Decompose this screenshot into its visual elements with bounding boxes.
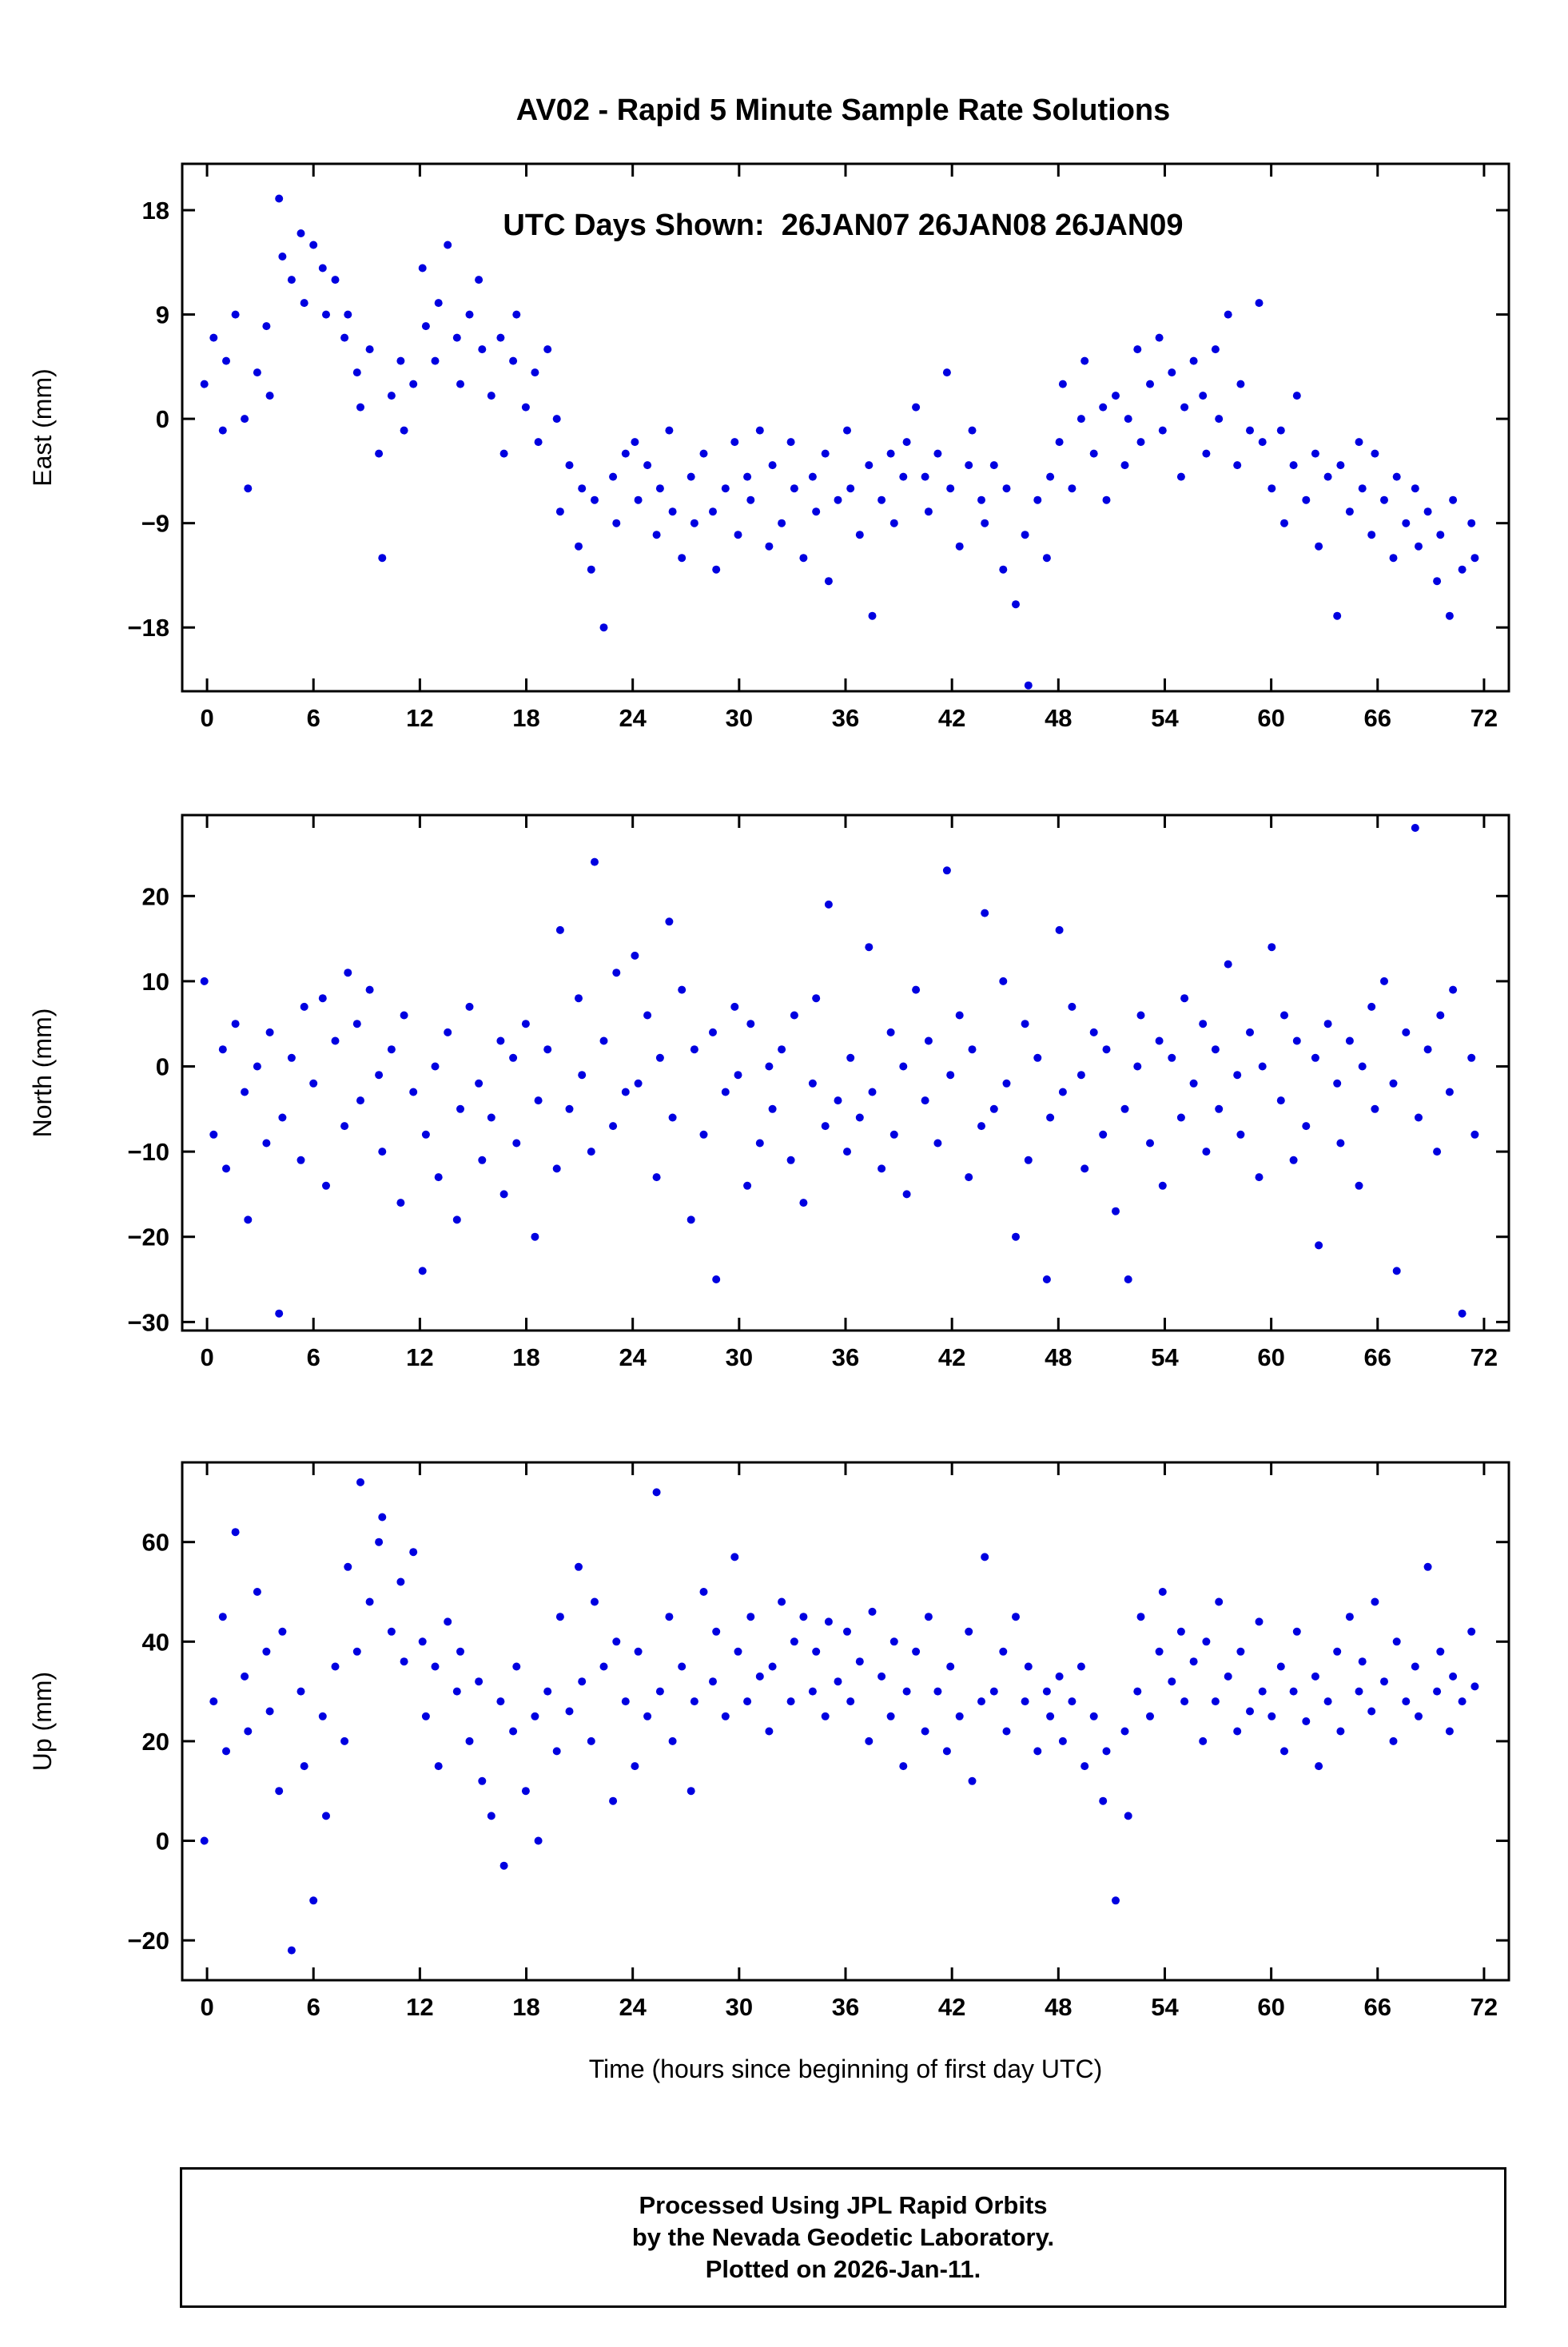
svg-text:0: 0	[200, 704, 213, 732]
north-points	[200, 824, 1479, 1318]
svg-text:18: 18	[142, 197, 169, 225]
svg-text:20: 20	[142, 1728, 169, 1756]
svg-text:42: 42	[938, 1343, 965, 1371]
svg-text:−20: −20	[127, 1223, 169, 1251]
footer-box: Processed Using JPL Rapid Orbits by the …	[180, 2167, 1506, 2308]
svg-text:North (mm): North (mm)	[28, 1008, 57, 1138]
north-panel: 0 6 12 18 24 30 36 42 48 54 60 66 72 −30 −20 −10 0 10 20 No…	[28, 813, 1510, 1371]
svg-text:24: 24	[619, 1343, 647, 1371]
svg-text:12: 12	[406, 1993, 433, 2021]
svg-text:72: 72	[1470, 1343, 1498, 1371]
svg-text:30: 30	[726, 704, 753, 732]
chart-subtitle: UTC Days Shown: 26JAN07 26JAN08 26JAN09	[503, 209, 1184, 242]
svg-text:72: 72	[1470, 1993, 1498, 2021]
svg-text:48: 48	[1045, 1343, 1072, 1371]
svg-text:20: 20	[142, 882, 169, 910]
svg-text:36: 36	[832, 704, 859, 732]
svg-text:12: 12	[406, 704, 433, 732]
svg-text:54: 54	[1151, 1993, 1179, 2021]
svg-text:60: 60	[1257, 1993, 1284, 2021]
svg-text:0: 0	[200, 1343, 213, 1371]
svg-text:18: 18	[512, 704, 539, 732]
footer-line-3: Plotted on 2026-Jan-11.	[705, 2255, 981, 2283]
svg-text:−9: −9	[141, 510, 169, 538]
svg-text:10: 10	[142, 968, 169, 996]
svg-text:Up (mm): Up (mm)	[28, 1672, 57, 1771]
svg-text:12: 12	[406, 1343, 433, 1371]
svg-text:−18: −18	[127, 614, 169, 642]
svg-text:36: 36	[832, 1343, 859, 1371]
svg-text:−30: −30	[127, 1308, 169, 1336]
svg-text:48: 48	[1045, 704, 1072, 732]
svg-text:66: 66	[1364, 1993, 1391, 2021]
svg-text:0: 0	[156, 405, 169, 433]
east-panel: 0 6 12 18 24 30 36 42 48 54 60 66 72 −18 −9 0 9 18 East (m…	[28, 162, 1510, 732]
chart-title: AV02 - Rapid 5 Minute Sample Rate Soluti…	[515, 93, 1171, 127]
svg-text:60: 60	[1257, 1343, 1284, 1371]
svg-text:18: 18	[512, 1993, 539, 2021]
svg-text:72: 72	[1470, 704, 1498, 732]
svg-text:54: 54	[1151, 1343, 1179, 1371]
svg-text:48: 48	[1045, 1993, 1072, 2021]
svg-text:54: 54	[1151, 704, 1179, 732]
svg-text:6: 6	[307, 1993, 320, 2021]
svg-text:42: 42	[938, 1993, 965, 2021]
svg-text:36: 36	[832, 1993, 859, 2021]
svg-text:0: 0	[156, 1828, 169, 1856]
svg-text:66: 66	[1364, 1343, 1391, 1371]
svg-text:0: 0	[200, 1993, 213, 2021]
svg-text:East (mm): East (mm)	[28, 368, 57, 487]
x-axis-label: Time (hours since beginning of first day…	[589, 2055, 1103, 2083]
footer-line-1: Processed Using JPL Rapid Orbits	[639, 2191, 1048, 2219]
svg-text:6: 6	[307, 704, 320, 732]
svg-text:24: 24	[619, 1993, 647, 2021]
svg-text:24: 24	[619, 704, 647, 732]
svg-text:60: 60	[1257, 704, 1284, 732]
svg-text:42: 42	[938, 704, 965, 732]
svg-text:30: 30	[726, 1993, 753, 2021]
svg-text:0: 0	[156, 1053, 169, 1081]
up-points	[200, 1478, 1479, 1955]
svg-text:18: 18	[512, 1343, 539, 1371]
svg-text:6: 6	[307, 1343, 320, 1371]
svg-text:−10: −10	[127, 1138, 169, 1166]
east-points	[200, 194, 1479, 690]
svg-text:9: 9	[156, 301, 169, 329]
svg-text:30: 30	[726, 1343, 753, 1371]
svg-text:60: 60	[142, 1529, 169, 1557]
svg-text:40: 40	[142, 1628, 169, 1656]
title-block: AV02 - Rapid 5 Minute Sample Rate Soluti…	[120, 14, 1566, 321]
footer-line-2: by the Nevada Geodetic Laboratory.	[631, 2223, 1055, 2251]
svg-text:−20: −20	[127, 1927, 169, 1955]
svg-text:66: 66	[1364, 704, 1391, 732]
up-panel: 0 6 12 18 24 30 36 42 48 54 60 66 72 −20 0 20 40 60 Up (mm…	[28, 1461, 1510, 2021]
